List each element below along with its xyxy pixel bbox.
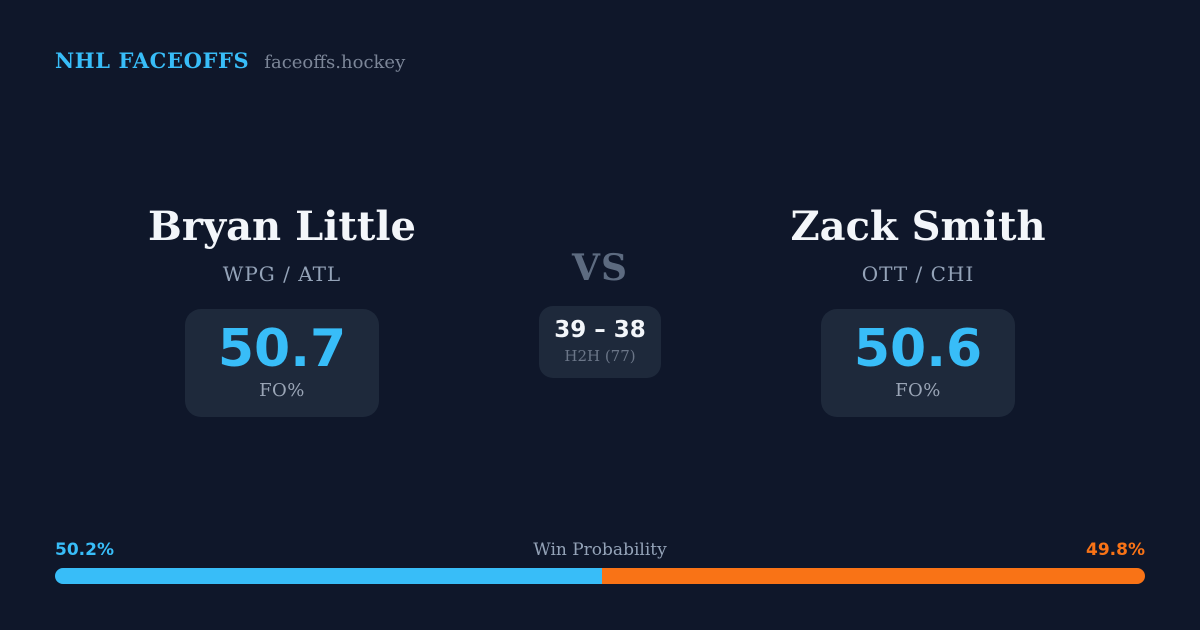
left-faceoff-card: 50.7 FO% [184, 309, 380, 417]
left-player-teams: WPG / ATL [222, 262, 342, 286]
brand-domain: faceoffs.hockey [264, 52, 406, 73]
right-faceoff-value: 50.6 [853, 319, 983, 379]
left-player-name: Bryan Little [148, 203, 416, 250]
win-probability-title: Win Probability [533, 540, 667, 560]
win-probability-bar-right-segment [602, 568, 1145, 584]
right-faceoff-label: FO% [895, 379, 941, 401]
left-faceoff-value: 50.7 [217, 319, 347, 379]
head-to-head-score: 39 – 38 [554, 316, 646, 343]
versus-column: VS 39 – 38 H2H (77) [440, 247, 760, 378]
left-faceoff-label: FO% [259, 379, 305, 401]
right-faceoff-card: 50.6 FO% [820, 309, 1016, 417]
vs-label: VS [572, 247, 628, 289]
win-probability-left-pct: 50.2% [55, 540, 114, 560]
win-probability-bar-left-segment [55, 568, 603, 584]
right-player-column: Zack Smith OTT / CHI 50.6 FO% [758, 205, 1078, 417]
win-probability-labels: 50.2% Win Probability 49.8% [55, 540, 1145, 560]
brand-title: NHL FACEOFFS [55, 48, 250, 73]
left-player-column: Bryan Little WPG / ATL 50.7 FO% [122, 205, 442, 417]
win-probability-bar [55, 568, 1145, 584]
win-probability-right-pct: 49.8% [1086, 540, 1145, 560]
right-player-teams: OTT / CHI [861, 262, 975, 286]
head-to-head-card: 39 – 38 H2H (77) [539, 305, 661, 378]
brand-header: NHL FACEOFFS faceoffs.hockey [55, 48, 405, 73]
right-player-name: Zack Smith [790, 203, 1046, 250]
head-to-head-label: H2H (77) [564, 346, 636, 365]
